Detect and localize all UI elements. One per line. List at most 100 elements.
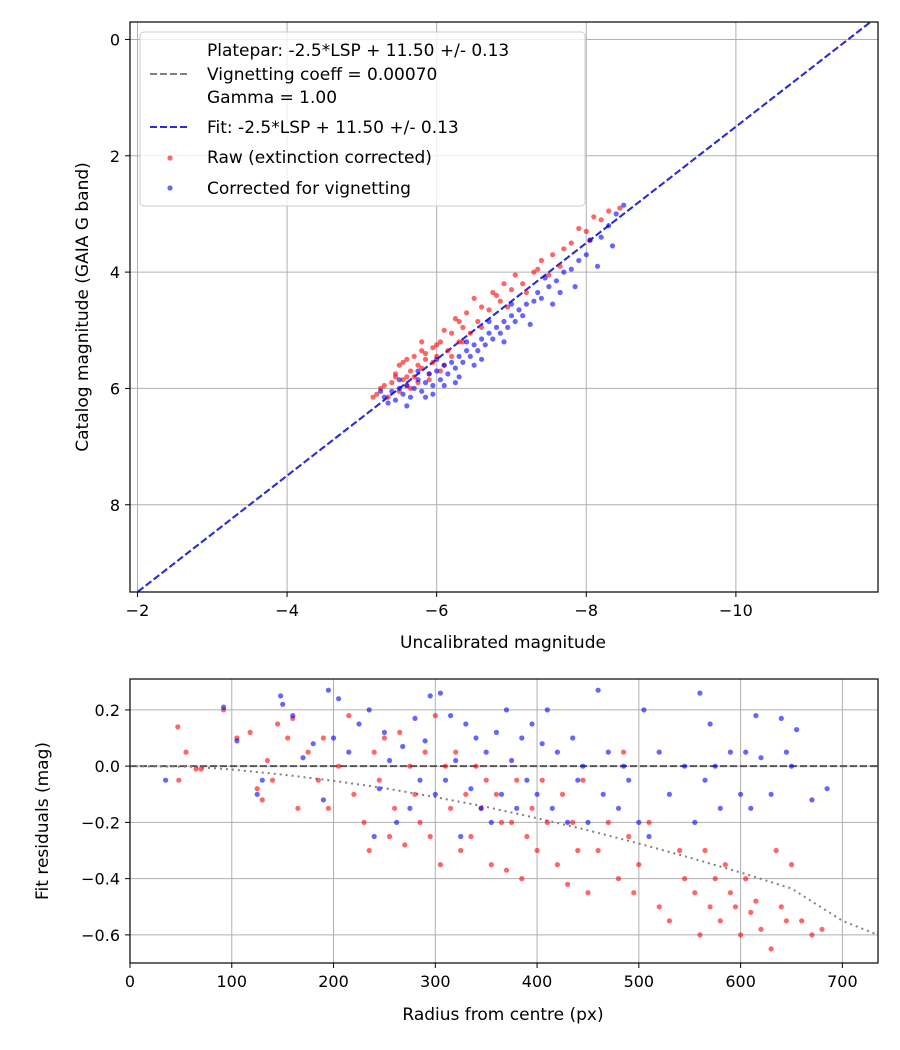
top-raw-point [385,394,391,400]
bottom-corrected-point [300,755,306,761]
bottom-corrected-point [682,763,688,769]
bottom-corrected-point [310,741,316,747]
bottom-y-ticks: 0.2 0.0 −0.2 −0.4 −0.6 [81,701,130,945]
top-raw-point [422,356,429,362]
bottom-corrected-point [697,690,703,696]
top-corrected-point [411,385,417,391]
bottom-raw-point [753,898,759,904]
bottom-corrected-point [549,805,555,811]
top-corrected-point [404,403,410,409]
top-corrected-point [576,257,582,264]
bottom-raw-point [448,805,454,811]
top-raw-point [404,356,410,362]
top-axes-frame [129,21,879,593]
legend-platepar-line1: Platepar: -2.5*LSP + 11.50 +/- 0.13 [207,41,509,61]
bottom-raw-point [524,833,530,840]
top-line-fit [135,22,873,592]
top-corrected-point [520,313,526,319]
bottom-raw-point [407,763,413,769]
top-corrected-point [434,368,440,374]
top-raw-point [404,374,410,380]
top-corrected-point [404,382,410,389]
bottom-y-axis-label: Fit residuals (mag) [33,742,53,900]
top-corrected-point [613,211,619,217]
bottom-raw-point [732,904,739,910]
top-raw-point [400,377,406,383]
bottom-raw-point [809,932,815,938]
top-corrected-point [381,394,387,400]
legend-raw-marker [167,155,173,161]
top-corrected-point [407,394,414,400]
top-corrected-point [516,307,522,313]
bottom-corrected-point [278,693,284,699]
top-raw-point [464,310,470,316]
top-raw-point [392,374,399,380]
bottom-corrected-point [565,819,571,826]
top-corrected-point [479,336,485,342]
bottom-corrected-point [717,805,723,811]
bottom-raw-point [743,876,749,882]
legend: Platepar: -2.5*LSP + 11.50 +/- 0.13 Vign… [139,31,586,207]
bottom-corrected-point [221,704,227,710]
bottom-raw-point [176,777,182,783]
top-corrected-point [501,339,507,345]
bottom-raw-point [783,918,790,924]
top-corrected-point [434,356,440,362]
bottom-corrected-point [366,707,372,713]
bottom-corrected-point [442,777,449,783]
bottom-corrected-point [234,738,240,744]
bottom-raw-point [819,926,825,932]
bottom-raw-point [656,904,662,910]
top-x-tick-label: −4 [275,601,299,620]
bottom-raw-point [677,847,683,854]
legend-raw-label: Raw (extinction corrected) [207,148,432,168]
bottom-corrected-point [575,777,581,783]
bottom-corrected-point [595,687,601,693]
bottom-raw-point [559,791,566,797]
bottom-y-tick-label: 0.2 [95,701,120,720]
bottom-raw-point [402,842,408,848]
bottom-corrected-point [280,701,286,707]
bottom-raw-point [621,749,627,755]
top-corrected-point [505,324,511,330]
bottom-corrected-point [646,833,652,840]
top-corrected-point [460,359,466,365]
bottom-corrected-point [605,749,611,755]
top-y-tick-label: 6 [110,379,120,398]
top-raw-point [583,228,589,234]
bottom-corrected-point [417,777,423,783]
bottom-scatter-points [163,687,830,952]
legend-box [139,31,586,207]
top-raw-point [486,307,492,313]
bottom-raw-point [778,904,784,910]
top-corrected-point [445,371,451,377]
bottom-raw-point [417,819,423,826]
bottom-raw-point [463,791,469,797]
bottom-corrected-point [463,721,469,727]
bottom-corrected-point [788,763,795,769]
bottom-raw-point [259,797,265,803]
top-raw-point [411,353,417,359]
bottom-raw-point [585,890,591,896]
top-corrected-point [452,365,458,371]
legend-corrected-label: Corrected for vignetting [207,179,411,199]
top-raw-point [449,330,455,336]
bottom-raw-point [193,766,199,772]
top-raw-point [374,391,380,397]
bottom-corrected-point [458,833,464,840]
top-corrected-point [396,385,402,391]
bottom-raw-point [397,729,403,736]
bottom-corrected-point [448,713,454,719]
bottom-corrected-point [529,721,535,727]
bottom-corrected-point [437,690,443,696]
bottom-corrected-point [666,791,673,797]
bottom-raw-point [498,819,505,826]
bottom-corrected-point [473,735,479,741]
bottom-raw-point [264,757,270,764]
top-raw-point [430,359,436,365]
bottom-raw-point [712,876,718,882]
top-raw-point [568,240,574,246]
top-raw-point [512,272,518,278]
top-raw-point [419,339,425,345]
top-raw-point [546,272,552,278]
